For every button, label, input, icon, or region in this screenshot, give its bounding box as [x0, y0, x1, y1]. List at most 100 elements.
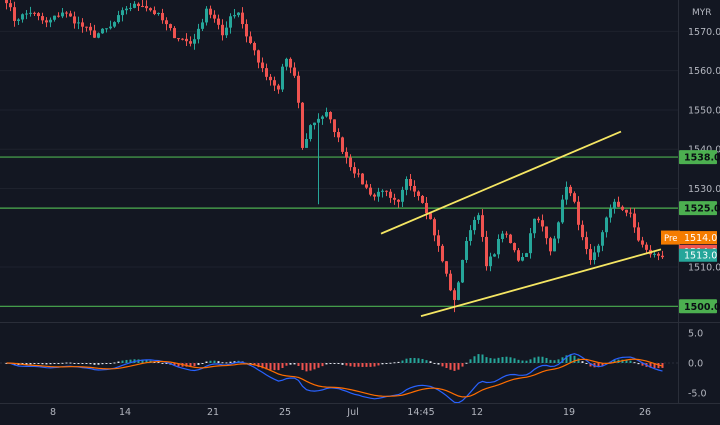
- candle-body: [337, 132, 340, 138]
- price-axis[interactable]: MYR 1570.01560.01550.01540.01530.01510.0…: [679, 8, 720, 314]
- candle-body: [105, 28, 108, 30]
- candle-body: [125, 8, 128, 11]
- level-price-label: 1500.0: [684, 302, 720, 313]
- macd-histogram-bar: [485, 357, 488, 363]
- candle-body: [621, 206, 624, 210]
- macd-axis[interactable]: 5.0 0.0 -5.0: [688, 329, 707, 400]
- candle-body: [533, 218, 536, 234]
- candle-body: [441, 245, 444, 262]
- candle-body: [573, 193, 576, 202]
- candle-body: [657, 253, 660, 256]
- candle-body: [13, 7, 16, 21]
- macd-histogram-bar: [469, 359, 472, 363]
- macd-histogram-bar: [549, 359, 552, 363]
- macd-histogram-bar: [589, 363, 592, 367]
- support-resistance-lines[interactable]: [0, 156, 678, 307]
- macd-histogram-bar: [161, 362, 164, 364]
- macd-histogram-bar: [309, 363, 312, 371]
- candle-body: [317, 118, 320, 123]
- candle-body: [305, 139, 308, 148]
- macd-histogram-bar: [489, 358, 492, 363]
- time-axis[interactable]: 8 14 21 25 Jul 14:45 12 19 26: [50, 407, 651, 418]
- macd-histogram-bar: [637, 363, 640, 365]
- candle-body: [501, 233, 504, 239]
- macd-histogram-bar: [369, 363, 372, 367]
- candle-body: [557, 222, 560, 239]
- pre-market-tag: Pre: [664, 234, 678, 244]
- signal-line: [6, 358, 663, 398]
- currency-label: MYR: [692, 8, 712, 18]
- macd-histogram-bar: [565, 355, 568, 363]
- channel-lower-line[interactable]: [420, 248, 662, 317]
- candle-body: [249, 36, 252, 43]
- time-tick-label: 25: [279, 407, 291, 418]
- candle-body: [9, 3, 12, 8]
- macd-histogram-bar: [125, 359, 128, 363]
- candle-body: [201, 22, 204, 29]
- candle-body: [553, 238, 556, 252]
- macd-histogram-bar: [413, 357, 416, 363]
- candle-body: [465, 240, 468, 260]
- time-tick-label: 26: [639, 407, 651, 418]
- macd-histogram-bar: [197, 363, 200, 365]
- candle-body: [61, 12, 64, 17]
- macd-histogram-bar: [345, 363, 348, 366]
- candle-body: [353, 167, 356, 174]
- candle-body: [173, 28, 176, 39]
- macd-histogram-bar: [277, 363, 280, 371]
- candle-body: [429, 213, 432, 220]
- macd-histogram-bar: [121, 360, 124, 363]
- macd-histogram-bar: [289, 363, 292, 365]
- candle-body: [293, 67, 296, 76]
- channel-upper-line[interactable]: [380, 130, 622, 235]
- macd-histogram-bar: [641, 363, 644, 366]
- macd-histogram-bar: [29, 363, 32, 365]
- level-price-label-box: [679, 150, 717, 165]
- candle-body: [373, 194, 376, 197]
- macd-histogram-bar: [257, 363, 260, 368]
- macd-histogram-bar: [613, 360, 616, 363]
- macd-histogram-bar: [541, 356, 544, 363]
- price-tick-label: 1530.0: [688, 184, 720, 195]
- macd-histogram-bar: [365, 363, 368, 367]
- macd-histogram-bar: [425, 360, 428, 363]
- candle-body: [49, 19, 52, 23]
- candle-body: [37, 13, 40, 17]
- candle-body: [481, 215, 484, 237]
- macd-histogram-bar: [509, 357, 512, 363]
- candle-body: [489, 256, 492, 267]
- time-tick-label: 21: [207, 407, 219, 418]
- macd-histogram-bar: [225, 362, 228, 364]
- candlestick-series[interactable]: [5, 0, 664, 313]
- macd-histogram-bar: [173, 363, 176, 366]
- candle-body: [313, 122, 316, 126]
- macd-histogram-bar: [73, 363, 76, 364]
- candle-body: [169, 24, 172, 29]
- candle-body: [285, 58, 288, 67]
- candle-body: [369, 187, 372, 195]
- candle-body: [541, 220, 544, 227]
- macd-histogram-bar: [481, 354, 484, 363]
- macd-histogram-bar: [141, 359, 144, 363]
- price-pane[interactable]: [0, 30, 678, 268]
- price-tick-label: 1570.0: [688, 27, 720, 38]
- macd-pane[interactable]: [0, 353, 678, 404]
- candle-body: [73, 16, 76, 24]
- candle-body: [65, 12, 68, 14]
- macd-histogram-bar: [337, 363, 340, 364]
- macd-histogram-bar: [233, 361, 236, 363]
- trend-channel[interactable]: [380, 130, 662, 317]
- macd-histogram-bar: [501, 357, 504, 363]
- candle-body: [357, 173, 360, 175]
- candle-body: [257, 50, 260, 63]
- macd-histogram-bar: [433, 362, 436, 364]
- candle-body: [625, 209, 628, 213]
- macd-histogram-bar: [273, 363, 276, 371]
- macd-tick-label: 5.0: [688, 329, 703, 340]
- candle-body: [545, 226, 548, 239]
- candle-body: [421, 195, 424, 203]
- macd-histogram-bar: [545, 357, 548, 363]
- macd-histogram-bar: [349, 363, 352, 367]
- candle-body: [609, 208, 612, 218]
